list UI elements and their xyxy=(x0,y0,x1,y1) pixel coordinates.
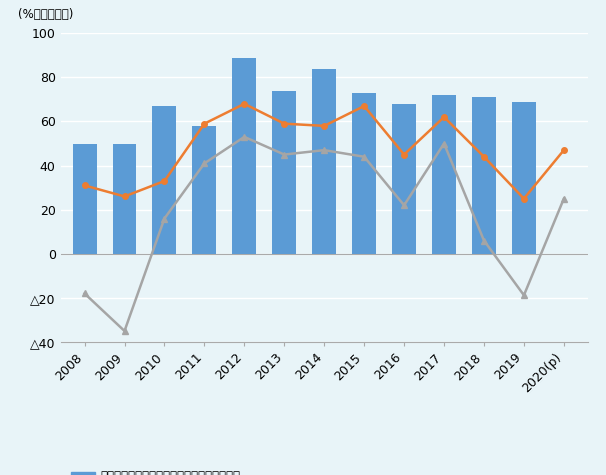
Bar xyxy=(472,97,496,254)
Bar xyxy=(193,126,216,254)
Text: (%、ポイント): (%、ポイント) xyxy=(18,8,74,21)
Bar xyxy=(113,143,136,254)
Bar xyxy=(512,102,536,254)
Bar xyxy=(312,68,336,254)
Bar xyxy=(352,93,376,254)
Bar xyxy=(392,104,416,254)
Legend: 同年の営業利益見込みが「黒字」の企業比率, 同年の営業利益見込みが前年比で「改善した」の企業比率, DI値: 同年の営業利益見込みが「黒字」の企業比率, 同年の営業利益見込みが前年比で「改善… xyxy=(67,465,287,475)
Bar xyxy=(153,106,176,254)
Bar xyxy=(232,57,256,254)
Bar xyxy=(73,143,96,254)
Bar xyxy=(432,95,456,254)
Bar xyxy=(272,91,296,254)
